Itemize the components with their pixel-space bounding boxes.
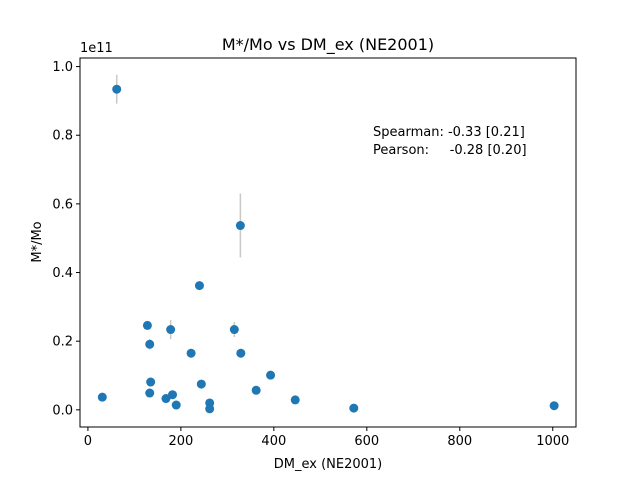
x-tick-label: 200: [168, 434, 193, 449]
data-point: [549, 401, 559, 411]
x-axis-label: DM_ex (NE2001): [274, 457, 383, 472]
y-tick-label: 0.4: [52, 266, 73, 281]
y-tick-label: 1.0: [52, 60, 73, 75]
data-point: [251, 385, 261, 395]
chart-title: M*/Mo vs DM_ex (NE2001): [222, 35, 434, 55]
x-tick-label: 600: [354, 434, 379, 449]
data-point: [161, 394, 171, 404]
x-tick-label: 0: [84, 434, 92, 449]
y-axis-ticks: 0.0 0.2 0.4 0.6 0.8 1.0: [52, 60, 80, 418]
y-offset-text: 1e11: [80, 41, 113, 56]
data-point: [171, 400, 181, 410]
data-point: [186, 348, 196, 358]
data-point: [168, 390, 178, 400]
data-point: [235, 221, 245, 231]
data-point: [166, 325, 176, 335]
x-tick-label: 400: [261, 434, 286, 449]
data-point: [146, 377, 156, 387]
pearson-annotation: Pearson: -0.28 [0.20]: [373, 143, 527, 158]
data-point: [205, 404, 215, 414]
data-point: [194, 281, 204, 291]
data-point: [97, 392, 107, 402]
y-tick-label: 0.2: [52, 335, 73, 350]
spearman-annotation: Spearman: -0.33 [0.21]: [373, 125, 525, 140]
y-axis-label: M*/Mo: [30, 221, 45, 262]
data-point: [229, 325, 239, 335]
y-tick-label: 0.0: [52, 403, 73, 418]
y-tick-label: 0.8: [52, 129, 73, 144]
data-point: [142, 320, 152, 330]
y-tick-label: 0.6: [52, 197, 73, 212]
data-point: [196, 379, 206, 389]
data-point: [266, 370, 276, 380]
x-axis-ticks: 0 200 400 600 800 1000: [84, 427, 569, 449]
plot-frame: [79, 57, 577, 428]
data-point: [236, 348, 246, 358]
data-point: [290, 395, 300, 405]
data-point: [145, 339, 155, 349]
data-point: [145, 388, 155, 398]
data-point: [112, 84, 122, 94]
data-point: [349, 403, 359, 413]
x-tick-label: 1000: [536, 434, 569, 449]
marker-layer: [97, 84, 559, 414]
x-tick-label: 800: [447, 434, 472, 449]
